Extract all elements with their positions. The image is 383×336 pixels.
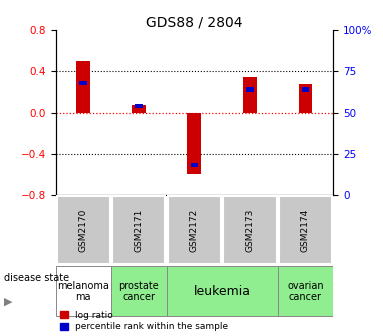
Legend: log ratio, percentile rank within the sample: log ratio, percentile rank within the sa… [60, 311, 229, 332]
Text: GSM2170: GSM2170 [79, 208, 88, 252]
Text: ▶: ▶ [4, 297, 12, 306]
Bar [80, 81, 87, 85]
Bar [243, 77, 257, 113]
Text: disease state: disease state [4, 273, 69, 283]
Bar [135, 104, 142, 108]
Text: GSM2173: GSM2173 [246, 208, 254, 252]
Bar [302, 87, 309, 92]
Text: GSM2174: GSM2174 [301, 209, 310, 252]
Text: leukemia: leukemia [194, 285, 250, 298]
Bar [76, 61, 90, 113]
Text: GSM2172: GSM2172 [190, 209, 199, 252]
Bar [191, 163, 198, 167]
Bar [187, 113, 201, 174]
Bar [246, 87, 254, 92]
Bar [298, 84, 313, 113]
FancyBboxPatch shape [111, 266, 167, 317]
FancyBboxPatch shape [56, 266, 111, 317]
FancyBboxPatch shape [223, 196, 277, 264]
Text: prostate
cancer: prostate cancer [118, 281, 159, 302]
Bar [132, 106, 146, 113]
Text: GSM2171: GSM2171 [134, 208, 143, 252]
Title: GDS88 / 2804: GDS88 / 2804 [146, 15, 242, 29]
FancyBboxPatch shape [278, 266, 333, 317]
FancyBboxPatch shape [167, 266, 278, 317]
Text: melanoma
ma: melanoma ma [57, 281, 109, 302]
FancyBboxPatch shape [112, 196, 165, 264]
Text: ovarian
cancer: ovarian cancer [287, 281, 324, 302]
FancyBboxPatch shape [168, 196, 221, 264]
FancyBboxPatch shape [57, 196, 110, 264]
FancyBboxPatch shape [279, 196, 332, 264]
